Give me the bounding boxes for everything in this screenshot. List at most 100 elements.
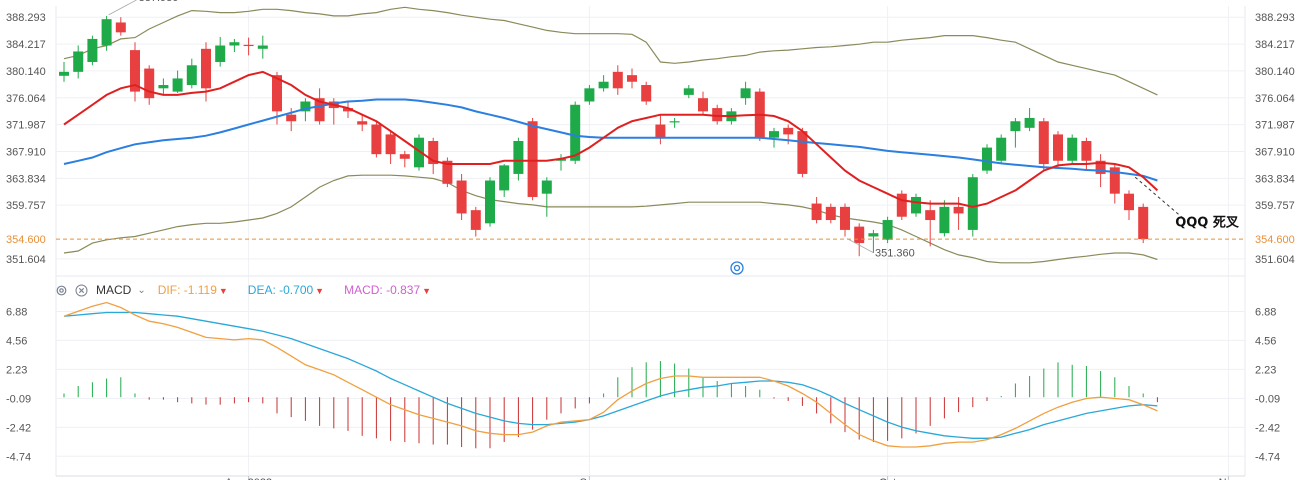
macd-value: MACD: -0.837 ▼ <box>344 283 431 297</box>
candle-body <box>655 124 666 138</box>
candle-body <box>868 233 879 237</box>
candle-body <box>925 210 936 221</box>
candlesticks <box>59 15 1149 257</box>
candle-body <box>882 220 893 240</box>
time-tick-label: Sep <box>580 477 600 480</box>
candle-body <box>783 127 794 135</box>
price-grid <box>55 6 1246 480</box>
candle-body <box>527 121 538 197</box>
time-tick-label: Aug 2023 <box>225 477 272 480</box>
chevron-down-icon[interactable]: ⌄ <box>137 284 146 296</box>
price-tick-label-left: 376.064 <box>6 93 46 105</box>
note-pointer-line <box>1134 176 1186 221</box>
price-tick-label-left: 371.987 <box>6 120 46 132</box>
dif-label: DIF: -1.119 <box>157 283 217 297</box>
death-cross-note: QQQ 死叉 <box>1175 216 1240 231</box>
candle-body <box>399 154 410 159</box>
candle-body <box>428 141 439 165</box>
candle-body <box>144 68 155 99</box>
candle-body <box>456 180 467 214</box>
ma-long-line <box>63 98 1158 182</box>
price-tick-label-left: 380.140 <box>6 66 46 78</box>
current-price-label-right: 354.600 <box>1255 234 1295 246</box>
price-tick-label-right: 367.910 <box>1255 146 1295 158</box>
candle-body <box>201 48 211 89</box>
macd-tick-label-right: 2.23 <box>1255 364 1276 376</box>
candle-body <box>300 101 311 112</box>
candle-body <box>499 165 510 191</box>
macd-tick-label-left: 2.23 <box>6 364 27 376</box>
candle-body <box>1067 137 1078 161</box>
upper-band-line <box>63 6 1158 96</box>
indicator-toolbar: MACD ⌄ DIF: -1.119 ▼ DEA: -0.700 ▼ MACD: -… <box>54 281 445 299</box>
candle-body <box>1124 193 1134 211</box>
price-tick-label-left: 384.217 <box>6 39 46 51</box>
candle-body <box>286 114 297 122</box>
close-icon[interactable] <box>74 283 88 297</box>
annotations: 387.980 351.360 QQQ 死叉 <box>108 0 1240 275</box>
candle-body <box>641 85 652 102</box>
candle-body <box>896 193 907 217</box>
ma-short-line <box>63 70 1159 208</box>
arrow-down-icon: ▼ <box>422 286 432 296</box>
candle-body <box>627 75 637 82</box>
price-tick-label-right: 371.987 <box>1255 120 1295 132</box>
dea-label: DEA: -0.700 <box>247 283 314 297</box>
candle-body <box>612 71 623 89</box>
macd-grid <box>56 310 1245 457</box>
candle-body <box>712 108 723 122</box>
candle-body <box>1081 141 1092 161</box>
candle-body <box>414 137 424 168</box>
axis-labels: 388.293 388.293 384.217 384.217 380.140 380.1… <box>6 12 1295 480</box>
candle-body <box>698 98 708 112</box>
candle-body <box>371 124 382 155</box>
candle-body <box>158 85 169 89</box>
arrow-down-icon: ▼ <box>218 286 228 296</box>
macd-tick-label-left: 6.88 <box>6 306 27 318</box>
candle-body <box>442 160 453 184</box>
price-tick-label-left: 367.910 <box>6 146 46 158</box>
moving-averages <box>63 70 1159 208</box>
candle-body <box>1010 121 1021 132</box>
macd-tick-label-left: 4.56 <box>6 335 27 347</box>
macd-tick-label-right: 4.56 <box>1255 335 1276 347</box>
candle-body <box>130 50 140 92</box>
dif-value: DIF: -1.119 ▼ <box>158 283 228 297</box>
candle-body <box>272 75 282 112</box>
time-tick-label: Nov <box>1219 477 1239 480</box>
price-tick-label-left: 351.604 <box>6 254 46 266</box>
low-price-label: 351.360 <box>875 247 915 259</box>
macd-tick-label-left: -4.74 <box>6 451 31 463</box>
candle-body <box>1053 134 1063 161</box>
time-tick-label: Oct <box>879 477 896 480</box>
macd-plot <box>63 301 1158 449</box>
lower-band-line <box>63 174 1158 264</box>
candle-body <box>953 206 964 214</box>
indicator-name[interactable]: MACD <box>96 283 132 297</box>
candle-body <box>570 104 581 161</box>
candle-body <box>584 88 595 102</box>
candle-body <box>840 206 850 230</box>
macd-tick-label-left: -0.09 <box>6 393 31 405</box>
candle-body <box>996 137 1007 161</box>
candle-body <box>357 121 368 125</box>
arrow-down-icon: ▼ <box>315 286 325 296</box>
dea-value: DEA: -0.700 ▼ <box>248 283 324 297</box>
high-marker-line <box>108 0 137 16</box>
dea-line <box>63 311 1158 439</box>
candle-body <box>314 98 325 122</box>
macd-tick-label-right: -0.09 <box>1255 393 1280 405</box>
candle-body <box>87 38 98 62</box>
reset-zoom-icon[interactable] <box>730 261 744 275</box>
price-tick-label-right: 380.140 <box>1255 66 1295 78</box>
candle-body <box>73 51 84 72</box>
candle-body <box>811 203 822 221</box>
price-tick-label-left: 359.757 <box>6 200 46 212</box>
macd-tick-label-right: -2.42 <box>1255 422 1280 434</box>
settings-icon[interactable] <box>54 283 68 297</box>
price-tick-label-right: 388.293 <box>1255 12 1295 24</box>
candle-body <box>1138 206 1149 240</box>
current-price-line: 354.600 354.600 <box>6 234 1295 246</box>
candle-body <box>59 71 69 76</box>
